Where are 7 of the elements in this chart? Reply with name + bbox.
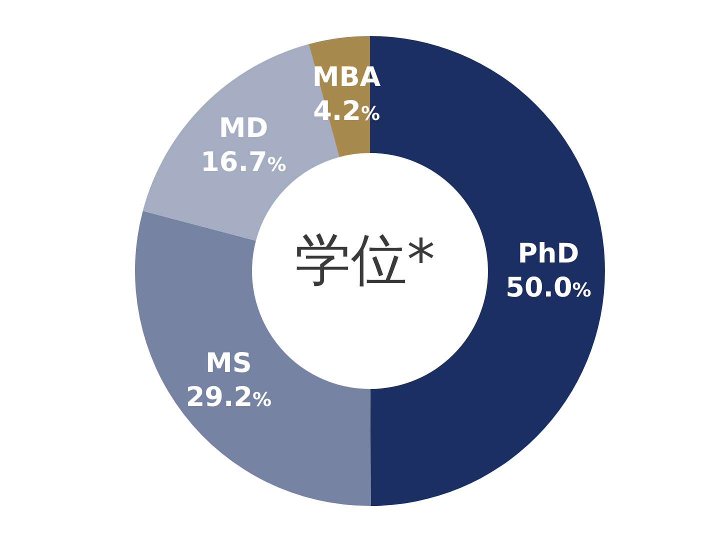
data-label: 50.0% (506, 272, 592, 304)
slice-label: PhD (518, 238, 580, 270)
data-label: 29.2% (186, 382, 272, 414)
data-label: 16.7% (200, 147, 286, 178)
slice-label: MS (206, 348, 252, 380)
text: 学位* (294, 227, 436, 295)
slice-label: MD (218, 113, 268, 144)
